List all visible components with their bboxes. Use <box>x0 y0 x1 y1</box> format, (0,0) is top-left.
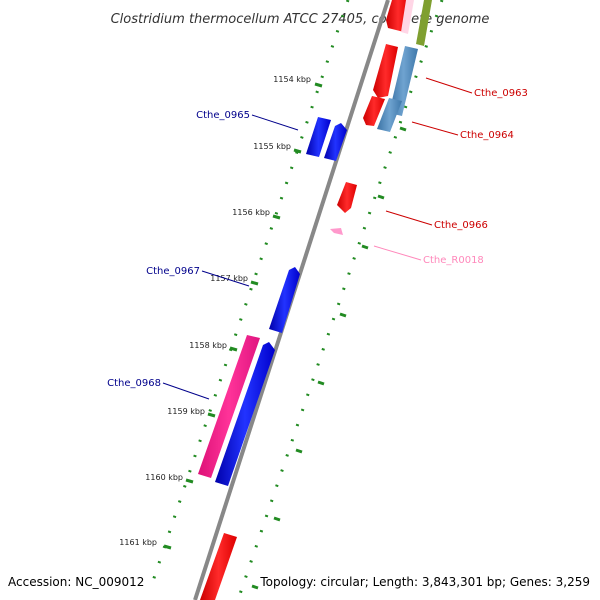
label-cthe-0965: Cthe_0965 <box>196 110 250 121</box>
leader-cthe-0966 <box>385 210 433 226</box>
top-gene-fragments <box>386 0 432 46</box>
kbp-label: 1156 kbp <box>232 208 270 217</box>
kbp-labels: 1154 kbp 1155 kbp 1156 kbp 1157 kbp 1158… <box>119 75 311 547</box>
kbp-label: 1154 kbp <box>273 75 311 84</box>
kbp-label: 1155 kbp <box>253 142 291 151</box>
gene-red-bottom <box>200 533 237 600</box>
kbp-tick <box>207 412 216 418</box>
gene-cthe-0965-b <box>324 123 347 161</box>
gene-blue-long <box>215 342 275 486</box>
inner-tick <box>317 380 325 386</box>
leader-cthe-0964 <box>411 121 459 136</box>
kbp-label: 1159 kbp <box>167 407 205 416</box>
kbp-tick <box>185 478 194 484</box>
leader-cthe-0967 <box>201 270 250 287</box>
inner-ring-right <box>236 0 444 600</box>
topology-summary-text: Topology: circular; Length: 3,843,301 bp… <box>259 575 590 589</box>
gene-leader-lines <box>162 77 473 400</box>
kbp-tick <box>314 82 323 88</box>
leader-cthe-0965 <box>251 114 299 131</box>
label-cthe-r0018: Cthe_R0018 <box>423 255 484 266</box>
kbp-tick <box>250 280 259 286</box>
gene-cthe-0963 <box>373 44 418 116</box>
gene-steelblue-2 <box>377 98 402 132</box>
ring-guides <box>148 0 444 600</box>
gene-cthe-r0018-shape <box>330 228 343 235</box>
kbp-label: 1161 kbp <box>119 538 157 547</box>
label-cthe-0967: Cthe_0967 <box>146 266 200 277</box>
gene-labels: Cthe_0963 Cthe_0964 Cthe_0965 Cthe_0966 … <box>107 88 528 389</box>
label-cthe-0968: Cthe_0968 <box>107 378 161 389</box>
gene-cthe-0966-shape <box>337 182 357 213</box>
gene-cthe-0965-a <box>306 117 331 157</box>
gene-cthe-0963-shape <box>373 44 398 98</box>
inner-tick <box>339 312 347 318</box>
label-cthe-0963: Cthe_0963 <box>474 88 528 99</box>
inner-tick <box>251 584 259 590</box>
label-cthe-0964: Cthe_0964 <box>460 130 514 141</box>
gene-cthe-0965 <box>306 117 347 161</box>
kbp-tick <box>229 346 238 352</box>
gene-green-top <box>416 0 432 46</box>
gene-cthe-0967-shape <box>269 267 300 333</box>
gene-cthe-0968-shape <box>198 335 260 478</box>
kbp-label: 1158 kbp <box>189 341 227 350</box>
inner-tick <box>273 516 281 522</box>
gene-steelblue-1 <box>389 46 418 116</box>
gene-cthe-0964 <box>363 96 402 132</box>
gene-cthe-0964-shape <box>363 96 385 126</box>
kbp-tick <box>163 544 172 550</box>
inner-tick <box>361 244 369 250</box>
kbp-tick <box>272 214 281 220</box>
gene-pink-top-faint <box>401 0 414 34</box>
label-cthe-0966: Cthe_0966 <box>434 220 488 231</box>
inner-tick <box>399 126 407 132</box>
leader-cthe-0963 <box>425 77 473 94</box>
kbp-tick <box>293 148 302 154</box>
accession-text: Accession: NC_009012 <box>8 575 144 589</box>
inner-tick <box>295 448 303 454</box>
leader-cthe-r0018 <box>373 245 422 261</box>
gene-cthe-0968 <box>198 335 275 486</box>
kbp-ticks <box>163 82 407 590</box>
kbp-label: 1157 kbp <box>210 274 248 283</box>
inner-tick <box>377 194 385 200</box>
kbp-label: 1160 kbp <box>145 473 183 482</box>
outer-ring-left <box>148 0 350 591</box>
leader-cthe-0968 <box>162 382 210 400</box>
map-title: Clostridium thermocellum ATCC 27405, com… <box>111 12 490 27</box>
